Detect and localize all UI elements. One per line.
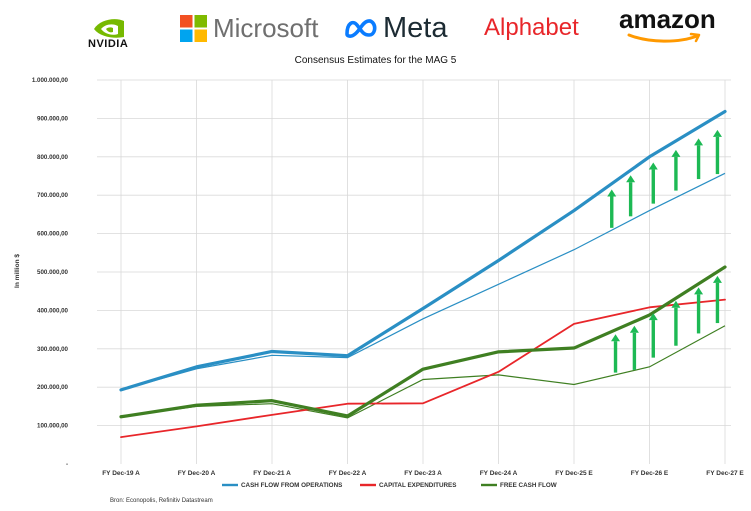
microsoft-squares-icon <box>180 14 207 42</box>
legend-label-capex: CAPITAL EXPENDITURES <box>379 482 456 489</box>
arrow-head <box>648 313 658 321</box>
x-tick-label: FY Dec-22 A <box>329 470 367 477</box>
alphabet-logo: Alphabet <box>484 8 579 48</box>
y-tick-label: 700.000,00 <box>37 192 69 199</box>
x-tick-label: FY Dec-23 A <box>404 470 442 477</box>
y-tick-label: - <box>66 461 68 468</box>
x-tick-label: FY Dec-19 A <box>102 470 140 477</box>
meta-logo: Meta <box>343 8 447 48</box>
arrow-head <box>611 334 621 342</box>
x-tick-label: FY Dec-26 E <box>631 470 669 477</box>
arrow-head <box>629 325 639 333</box>
x-tick-label: FY Dec-25 E <box>555 470 593 477</box>
revision-arrow-icon <box>694 138 704 180</box>
arrow-head <box>694 287 704 295</box>
series-line-cfo <box>119 109 727 392</box>
y-tick-label: 500.000,00 <box>37 269 69 276</box>
amazon-wordmark: amazon <box>619 4 716 34</box>
arrow-head <box>648 162 658 170</box>
source-note: Bron: Econopolis, Refinitiv Datastream <box>110 498 213 504</box>
meta-wordmark: Meta <box>383 11 448 44</box>
arrow-head <box>712 275 722 283</box>
y-tick-label: 1.000.000,00 <box>32 77 69 84</box>
logo-bar: NVIDIA Microsoft Meta Alphabet amazon <box>0 0 751 52</box>
series-line-capex <box>120 298 726 439</box>
revision-arrow-icon <box>694 287 704 334</box>
revision-arrow-icon <box>648 162 658 204</box>
revision-arrow-icon <box>712 129 722 175</box>
revision-arrow-icon <box>671 149 681 191</box>
revision-arrow-icon <box>671 300 681 346</box>
previous-estimate-line-cfo <box>120 172 726 391</box>
amazon-smile-icon <box>627 32 701 43</box>
x-tick-label: FY Dec-24 A <box>480 470 518 477</box>
arrow-head <box>694 138 704 146</box>
nvidia-wordmark: NVIDIA <box>88 38 129 50</box>
arrow-head <box>712 129 722 137</box>
y-tick-label: 400.000,00 <box>37 307 69 314</box>
arrow-head <box>626 175 636 183</box>
microsoft-wordmark: Microsoft <box>213 12 319 43</box>
nvidia-logo: NVIDIA <box>88 8 142 50</box>
previous-estimate-line-fcf <box>120 325 726 419</box>
legend-label-fcf: FREE CASH FLOW <box>500 482 557 489</box>
arrow-head <box>671 149 681 157</box>
x-tick-label: FY Dec-27 E <box>706 470 744 477</box>
revision-arrow-icon <box>626 175 636 217</box>
revision-arrow-icon <box>712 275 722 324</box>
microsoft-logo: Microsoft <box>180 8 318 48</box>
y-tick-label: 100.000,00 <box>37 423 69 430</box>
y-tick-label: 900.000,00 <box>37 115 69 122</box>
series-line-fcf <box>119 265 727 419</box>
revision-arrow-icon <box>629 325 639 370</box>
x-tick-label: FY Dec-20 A <box>178 470 216 477</box>
nvidia-eye-icon <box>94 19 124 38</box>
y-tick-label: 600.000,00 <box>37 231 69 238</box>
y-tick-label: 300.000,00 <box>37 346 69 353</box>
x-tick-label: FY Dec-21 A <box>253 470 291 477</box>
amazon-logo: amazon <box>619 6 716 46</box>
y-tick-label: 200.000,00 <box>37 384 69 391</box>
y-axis-label: In million $ <box>14 254 21 288</box>
alphabet-wordmark: Alphabet <box>484 14 579 41</box>
y-tick-label: 800.000,00 <box>37 154 69 161</box>
revision-arrow-icon <box>648 313 658 358</box>
arrow-head <box>671 300 681 308</box>
arrow-head <box>607 189 617 197</box>
legend-label-cfo: CASH FLOW FROM OPERATIONS <box>241 482 342 489</box>
revision-arrow-icon <box>611 334 621 373</box>
meta-infinity-icon <box>345 19 377 38</box>
revision-arrow-icon <box>607 189 617 228</box>
chart-title: Consensus Estimates for the MAG 5 <box>294 55 457 66</box>
